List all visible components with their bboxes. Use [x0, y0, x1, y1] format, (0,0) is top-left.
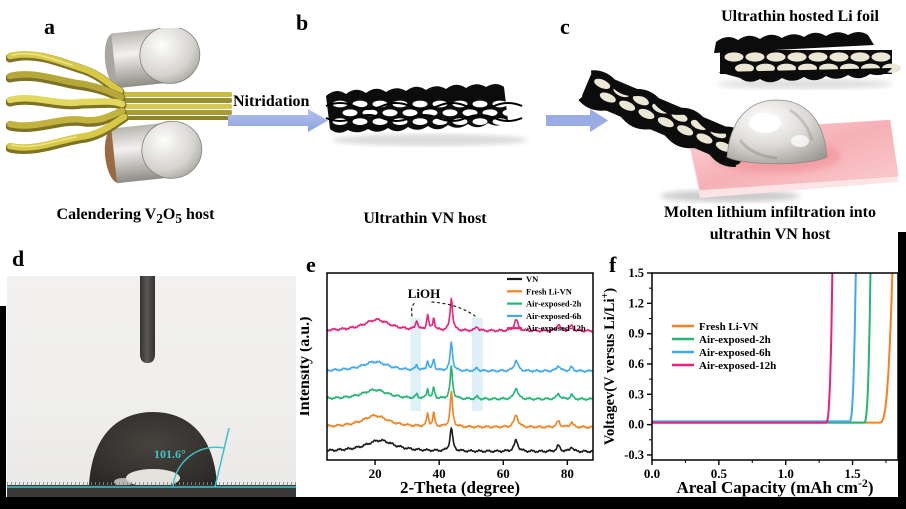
mesh-threads — [325, 102, 523, 122]
xrd-legend-label: Air-exposed-6h — [526, 311, 582, 321]
voltage-y-tick-label: 0.9 — [628, 327, 644, 341]
panel-label-d: d — [12, 246, 25, 271]
xrd-x-axis-title: 2-Theta (degree) — [400, 478, 520, 497]
voltage-plot-frame — [651, 272, 899, 461]
caption-a: Calendering V2O5 host — [56, 206, 215, 227]
caption-c-top: Ultrathin hosted Li foil — [721, 8, 879, 25]
panel-label-f: f — [609, 252, 617, 277]
roller-top — [104, 28, 201, 89]
panel-label-b: b — [296, 10, 309, 35]
voltage-curve-Air-exposed-12h — [652, 273, 834, 424]
xrd-x-tick-label: 60 — [497, 466, 510, 481]
voltage-y-tick-label: 0.3 — [628, 387, 644, 401]
xrd-curve-VN — [326, 427, 593, 454]
voltage-legend-label: Air-exposed-6h — [699, 347, 771, 359]
voltage-legend-label: Fresh Li-VN — [699, 321, 758, 333]
panel-label-e: e — [306, 252, 316, 277]
panel-label-c: c — [560, 14, 570, 39]
roller-bottom — [104, 120, 203, 184]
contact-angle-value: 101.6° — [154, 447, 186, 461]
xrd-curve-Air-exposed-2h — [326, 365, 593, 402]
border-bottom — [0, 497, 906, 509]
xrd-legend-label: VN — [526, 274, 539, 284]
calendering-illustration — [6, 28, 232, 184]
voltage-legend-label: Air-exposed-2h — [699, 334, 771, 346]
substrate — [7, 485, 296, 497]
xrd-x-tick-label: 20 — [369, 466, 382, 481]
xrd-highlight-band — [471, 318, 483, 411]
molten-li-dome — [726, 99, 828, 165]
border-right — [898, 232, 906, 509]
hosted-li-foil — [714, 32, 901, 89]
voltage-y-tick-label: 0.0 — [628, 418, 644, 432]
voltage-y-tick-label: -0.3 — [624, 448, 644, 462]
caption-b: Ultrathin VN host — [363, 210, 487, 227]
nitridation-label: Nitridation — [233, 93, 310, 110]
voltage-y-tick-label: 1.5 — [628, 266, 644, 280]
xrd-legend-label: Air-exposed-2h — [526, 299, 582, 309]
droplet — [89, 412, 217, 485]
voltage-x-axis-title: Areal Capacity (mAh cm-2) — [676, 476, 873, 497]
panel-label-a: a — [44, 14, 55, 39]
lioh-dashed-right — [431, 301, 476, 317]
voltage-legend-label: Air-exposed-12h — [699, 360, 776, 372]
lioh-dashed-left — [410, 301, 418, 317]
vn-host-illustration — [325, 84, 538, 146]
xrd-plot-frame — [326, 272, 594, 461]
contact-angle-photo: 101.6° — [7, 276, 296, 497]
mesh-shadow — [332, 134, 528, 146]
voltage-x-tick-label: 1.5 — [844, 466, 861, 481]
xrd-y-axis-title: Intensity (a.u.) — [300, 316, 313, 416]
voltage-y-tick-label: 0.6 — [628, 357, 644, 371]
caption-a-sub5: 5 — [175, 211, 183, 227]
v2o5-sheets-compressed — [118, 92, 232, 120]
nitridation-arrow-icon — [228, 109, 328, 132]
xrd-x-tick-label: 40 — [433, 466, 446, 481]
caption-a-sub2: 2 — [156, 211, 163, 227]
voltage-x-tick-label: 0.0 — [644, 466, 660, 481]
xrd-curve-Fresh Li-VN — [326, 390, 593, 429]
lioh-annotation: LiOH — [408, 286, 441, 301]
voltage-y-tick-label: 1.2 — [628, 296, 644, 310]
v2o5-ribbons — [6, 51, 129, 154]
xrd-curve-Air-exposed-12h — [326, 297, 593, 333]
lithium-infiltration-illustration — [578, 32, 901, 202]
xrd-legend-label: Fresh Li-VN — [526, 286, 573, 296]
caption-c-line2: ultrathin VN host — [709, 226, 831, 243]
droplet-reflection-2 — [114, 478, 132, 486]
voltage-y-axis-title: Voltagev(V versus Li/Li+) — [600, 288, 618, 445]
contact-angle-annotation — [7, 427, 296, 488]
caption-c-line1: Molten lithium infiltration into — [664, 204, 876, 221]
voltage-curve-Fresh Li-VN — [652, 273, 894, 424]
arrow-b-to-c-icon — [546, 109, 608, 132]
border-left — [0, 306, 6, 509]
xrd-x-tick-label: 80 — [561, 466, 574, 481]
voltage-curve-Air-exposed-6h — [652, 273, 857, 423]
voltage-x-tick-label: 0.5 — [711, 466, 728, 481]
needle — [140, 276, 155, 363]
xrd-chart: 20 40 60 80 2-Theta (degree) Intensity (a.u.)… — [300, 272, 594, 497]
voltage-chart: 0.0 0.5 1.0 1.5-0.30.00.30.60.91.21.5Areal … — [600, 266, 899, 497]
contact-angle-graphics — [7, 276, 296, 497]
xrd-curve-Air-exposed-6h — [326, 341, 594, 373]
xrd-legend-label: Air-exposed-12h — [526, 323, 586, 333]
voltage-x-tick-label: 1.0 — [778, 466, 794, 481]
